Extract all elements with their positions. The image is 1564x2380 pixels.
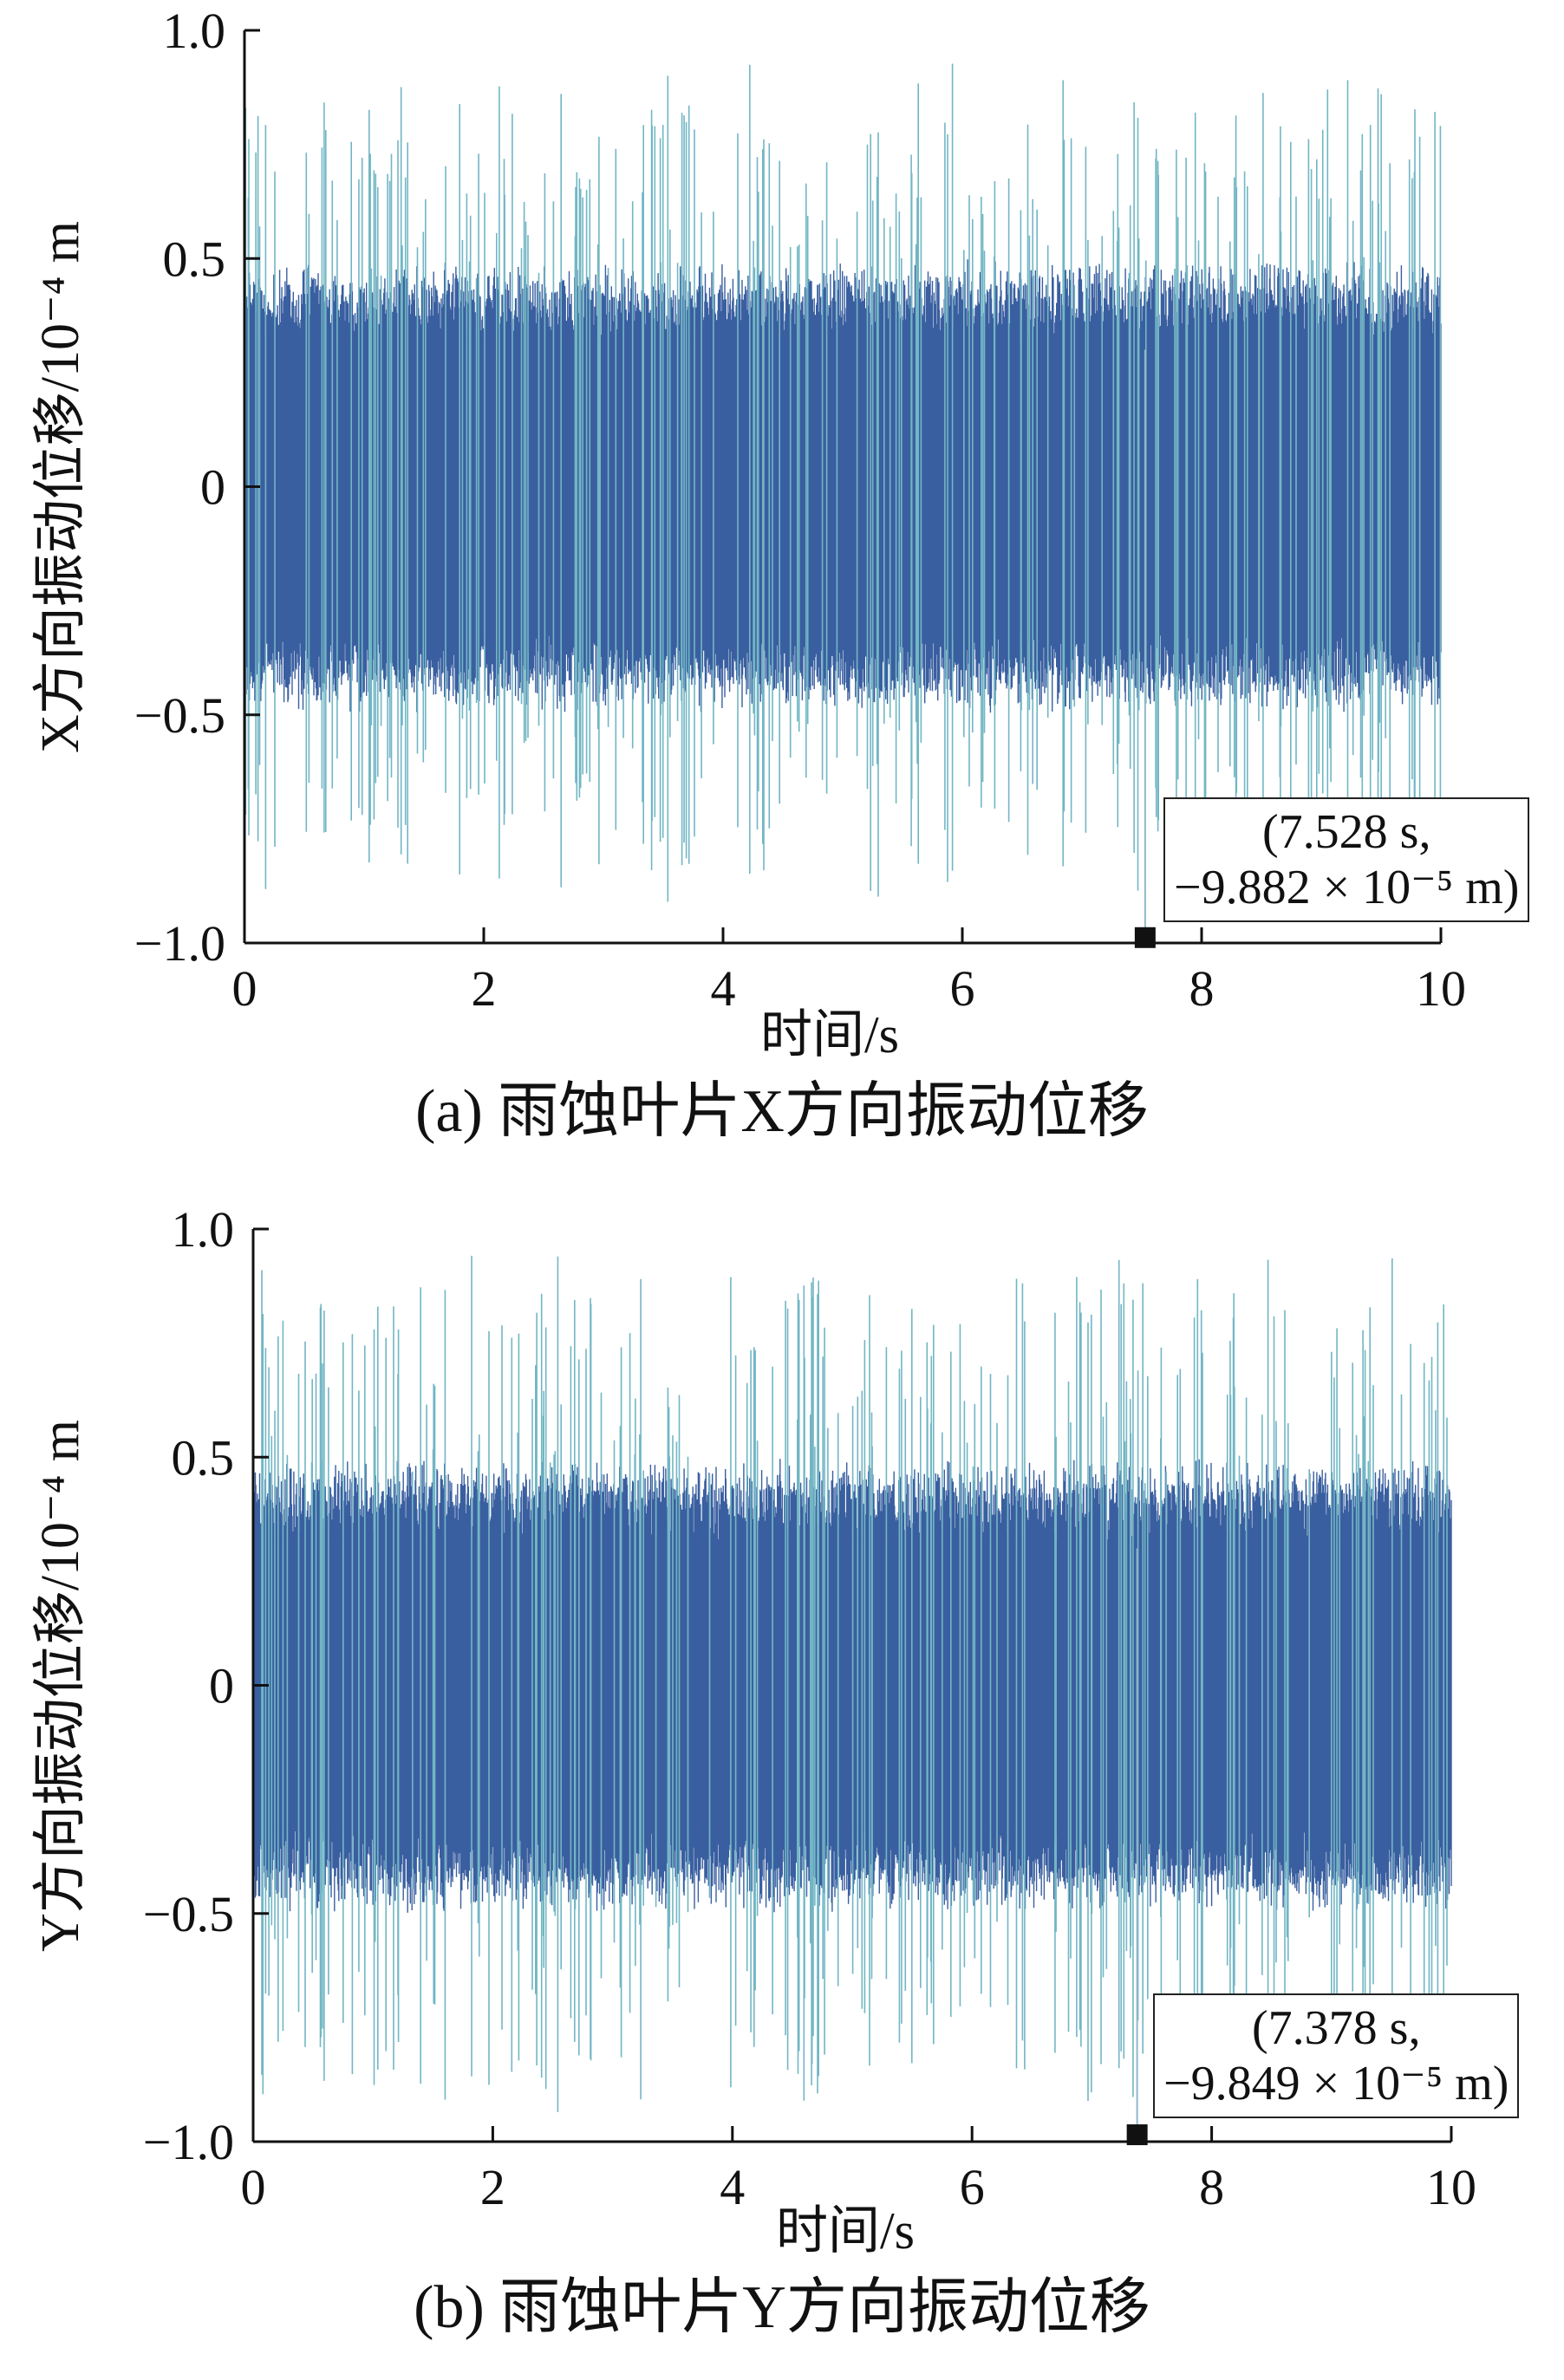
- x-tick-label-a: 2: [472, 960, 497, 1017]
- x-tick-label-b: 10: [1426, 2159, 1476, 2215]
- y-tick-label-b: 0: [209, 1658, 234, 1714]
- x-tick-label-b: 2: [480, 2159, 505, 2215]
- plot-a: 1.00.50−0.5−1.00 2 4 6 8 10: [134, 3, 1466, 1017]
- x-tick-label-b: 6: [960, 2159, 985, 2215]
- datatip-annotation-a: (7.528 s, −9.882 × 10⁻⁵ m): [1163, 797, 1530, 922]
- datatip-marker-a: [1134, 927, 1156, 948]
- y-tick-label-b: 0.5: [172, 1429, 235, 1486]
- x-tick-label-b: 0: [241, 2159, 266, 2215]
- datatip-annotation-b: (7.378 s, −9.849 × 10⁻⁵ m): [1153, 1993, 1520, 2118]
- y-tick-label-a: 0: [200, 459, 225, 516]
- y-tick-label-a: 0.5: [163, 231, 226, 287]
- x-axis-label-a: 时间/s: [759, 1006, 900, 1063]
- y-axis-label-b: Y方向振动位移/10⁻⁴ m: [31, 1419, 90, 1953]
- y-tick-label-b: 1.0: [172, 1201, 235, 1258]
- x-tick-label-a: 6: [950, 960, 975, 1017]
- datatip-line1-b: (7.378 s,: [1252, 2001, 1421, 2055]
- signal-series-dark-a: [244, 259, 1442, 713]
- plot-b: 1.00.50−0.5−1.00 2 4 6 8 10: [143, 1201, 1476, 2215]
- x-tick-label-a: 10: [1416, 960, 1466, 1017]
- x-tick-label-a: 4: [711, 960, 736, 1017]
- x-axis-label-b: 时间/s: [775, 2202, 916, 2260]
- datatip-line2-a: −9.882 × 10⁻⁵ m): [1174, 861, 1520, 914]
- y-tick-label-a: −0.5: [134, 687, 225, 744]
- y-axis-label-a: X方向振动位移/10⁻⁴ m: [31, 220, 90, 754]
- datatip-line2-b: −9.849 × 10⁻⁵ m): [1163, 2057, 1509, 2110]
- datatip-line1-a: (7.528 s,: [1262, 805, 1431, 859]
- y-tick-label-a: 1.0: [163, 3, 226, 59]
- x-tick-label-a: 8: [1189, 960, 1215, 1017]
- x-tick-label-b: 8: [1199, 2159, 1224, 2215]
- y-tick-label-a: −1.0: [134, 915, 225, 972]
- caption-b: (b) 雨蚀叶片Y方向振动位移: [414, 2274, 1150, 2341]
- y-tick-label-b: −0.5: [143, 1886, 234, 1942]
- x-tick-label-b: 4: [720, 2159, 745, 2215]
- x-tick-label-a: 0: [232, 960, 257, 1017]
- y-tick-label-b: −1.0: [143, 2114, 234, 2170]
- caption-a: (a) 雨蚀叶片X方向振动位移: [415, 1078, 1149, 1145]
